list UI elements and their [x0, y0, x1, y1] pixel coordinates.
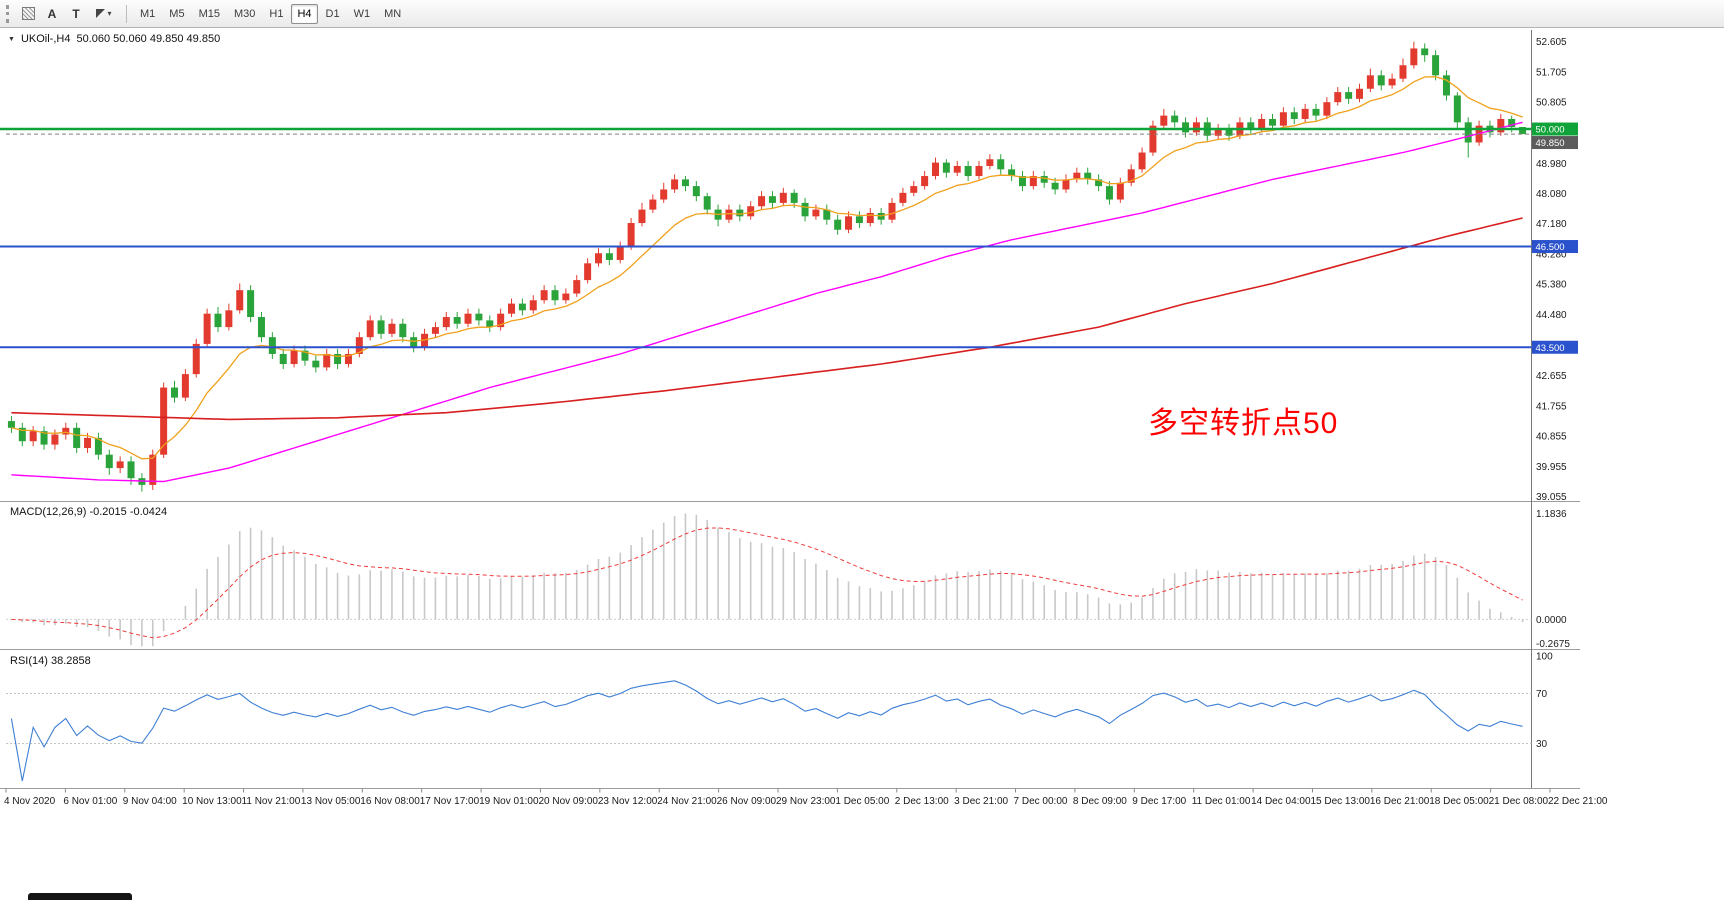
toolbar-grip[interactable]	[6, 4, 10, 23]
price-axis-label: 45.380	[1536, 280, 1567, 291]
timeframe-button-m30[interactable]: M30	[228, 4, 261, 24]
price-tag-label: 46.500	[1536, 242, 1565, 253]
price-axis-label: 48.980	[1536, 159, 1567, 170]
macd-axis-label: 0.0000	[1536, 615, 1567, 626]
expand-arrow-icon[interactable]: ▼	[8, 35, 15, 43]
time-axis-label: 23 Nov 12:00	[598, 796, 658, 807]
rsi-axis-label: 100	[1536, 652, 1553, 663]
time-axis-label: 10 Nov 13:00	[182, 796, 242, 807]
time-axis-label: 1 Dec 05:00	[835, 796, 889, 807]
time-axis-label: 6 Nov 01:00	[63, 796, 117, 807]
price-axis-label: 52.605	[1536, 37, 1567, 48]
time-axis-label: 9 Dec 17:00	[1132, 796, 1186, 807]
time-axis-label: 11 Dec 01:00	[1192, 796, 1251, 807]
time-axis-label: 9 Nov 04:00	[123, 796, 177, 807]
time-axis-label: 3 Dec 21:00	[954, 796, 1008, 807]
price-tag	[1532, 122, 1578, 136]
macd-indicator-label: MACD(12,26,9) -0.2015 -0.0424	[10, 506, 168, 518]
timeframe-button-m1[interactable]: M1	[134, 4, 161, 24]
timeframe-button-m15[interactable]: M15	[193, 4, 226, 24]
time-axis-label: 16 Nov 08:00	[360, 796, 420, 807]
price-tag	[1532, 240, 1578, 254]
timeframe-button-m5[interactable]: M5	[163, 4, 190, 24]
timeframe-button-h4[interactable]: H4	[291, 3, 318, 24]
time-axis-label: 13 Nov 05:00	[301, 796, 361, 807]
macd-axis-label: 1.1836	[1536, 509, 1567, 520]
drawing-tools-button[interactable]: ▾	[89, 3, 119, 25]
time-axis-label: 18 Dec 05:00	[1429, 796, 1489, 807]
time-axis-label: 11 Nov 21:00	[242, 796, 301, 807]
time-axis-label: 7 Dec 00:00	[1014, 796, 1068, 807]
time-axis-label: 26 Nov 09:00	[717, 796, 777, 807]
time-axis-label: 22 Dec 21:00	[1548, 796, 1608, 807]
price-tag-label: 50.000	[1536, 125, 1565, 136]
time-axis-label: 4 Nov 2020	[4, 796, 56, 807]
timeframe-button-d1[interactable]: D1	[320, 4, 346, 24]
chart-symbol-header: ▼ UKOil-,H4 50.060 50.060 49.850 49.850	[8, 33, 220, 45]
time-axis-label: 20 Nov 09:00	[538, 796, 598, 807]
price-axis-label: 51.705	[1536, 67, 1567, 78]
ma-fast-line	[11, 76, 1523, 460]
macd-axis-label: -0.2675	[1536, 639, 1570, 650]
time-axis-label: 29 Nov 23:00	[776, 796, 836, 807]
chart-toolbar: A T ▾ M1 M5 M15 M30 H1 H4 D1 W1 MN	[0, 0, 1724, 28]
trade-annotation[interactable]: 多空转折点50	[1148, 407, 1339, 440]
time-axis-label: 24 Nov 21:00	[657, 796, 717, 807]
price-axis-label: 44.480	[1536, 310, 1567, 321]
price-tag	[1532, 340, 1578, 354]
arrow-tool-button[interactable]: A	[41, 3, 63, 25]
taskbar-fragment[interactable]	[28, 893, 132, 900]
macd-histogram	[21, 513, 1524, 647]
pattern-icon	[21, 7, 35, 20]
price-tag	[1532, 136, 1578, 150]
price-axis-label: 42.655	[1536, 371, 1567, 382]
price-axis-label: 47.180	[1536, 219, 1567, 230]
ohlc-values: 50.060 50.060 49.850 49.850	[76, 33, 221, 45]
symbol-period-label: UKOil-,H4	[20, 33, 71, 45]
dropdown-caret-icon: ▾	[107, 9, 112, 18]
price-axis-label: 39.055	[1536, 492, 1567, 503]
time-axis-label: 14 Dec 04:00	[1251, 796, 1311, 807]
candlesticks	[7, 41, 1527, 492]
time-axis-label: 19 Nov 01:00	[479, 796, 539, 807]
time-axis-label: 8 Dec 09:00	[1073, 796, 1127, 807]
text-tool-button[interactable]: T	[65, 3, 87, 25]
price-axis-label: 39.955	[1536, 462, 1567, 473]
pattern-tool-button[interactable]	[17, 3, 39, 25]
cursor-icon	[96, 9, 106, 18]
time-axis-label: 21 Dec 08:00	[1489, 796, 1549, 807]
timeframe-button-mn[interactable]: MN	[378, 4, 407, 24]
timeframe-buttons: M1 M5 M15 M30 H1 H4 D1 W1 MN	[134, 3, 407, 24]
rsi-axis-label: 70	[1536, 689, 1548, 700]
rsi-line	[10, 680, 1523, 782]
price-tag-label: 43.500	[1536, 343, 1565, 354]
price-axis-label: 50.805	[1536, 98, 1567, 109]
price-axis-label: 46.280	[1536, 249, 1567, 260]
price-axis-label: 41.755	[1536, 401, 1567, 412]
timeframe-button-h1[interactable]: H1	[263, 4, 289, 24]
time-axis-label: 16 Dec 21:00	[1370, 796, 1430, 807]
timeframe-button-w1[interactable]: W1	[348, 4, 377, 24]
rsi-indicator-label: RSI(14) 38.2858	[10, 655, 91, 667]
time-axis-label: 17 Nov 17:00	[420, 796, 480, 807]
rsi-axis-label: 30	[1536, 739, 1548, 750]
time-axis-label: 15 Dec 13:00	[1310, 796, 1370, 807]
price-axis-label: 48.080	[1536, 189, 1567, 200]
price-tag-label: 49.850	[1536, 138, 1565, 149]
ma-mid-line	[11, 121, 1523, 483]
price-axis-label: 40.855	[1536, 432, 1567, 443]
time-axis-label: 2 Dec 13:00	[895, 796, 949, 807]
macd-signal-line	[11, 527, 1523, 639]
ma-slow-line	[11, 217, 1523, 421]
toolbar-separator	[126, 4, 127, 23]
